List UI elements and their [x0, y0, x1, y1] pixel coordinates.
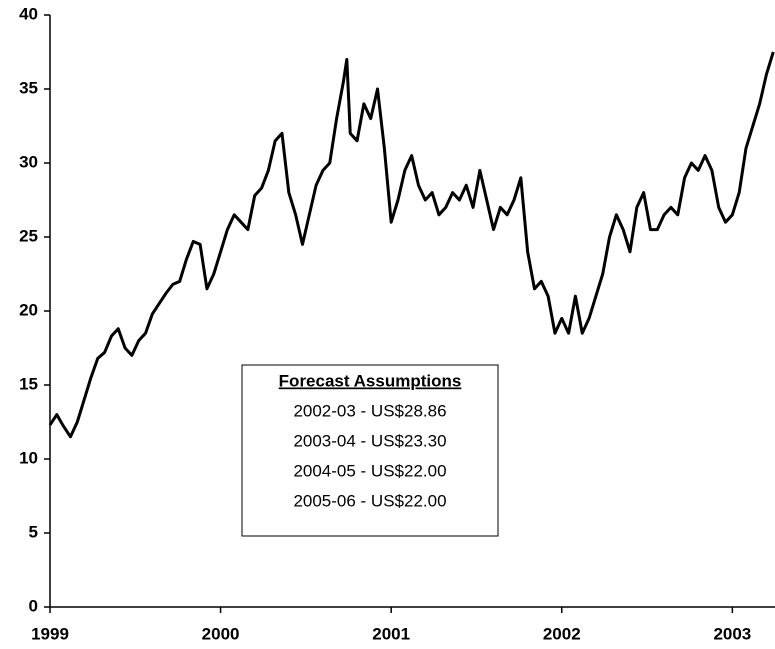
x-tick-label: 1999 — [31, 624, 69, 643]
annotation-line: 2002-03 - US$28.86 — [293, 401, 446, 420]
annotation-title: Forecast Assumptions — [279, 371, 462, 390]
annotation-line: 2003-04 - US$23.30 — [293, 431, 446, 450]
x-tick-label: 2003 — [713, 624, 751, 643]
x-tick-label: 2000 — [202, 624, 240, 643]
y-tick-label: 40 — [19, 4, 38, 23]
annotation-box — [241, 364, 499, 537]
price-line — [48, 51, 775, 439]
annotation-line: 2005-06 - US$22.00 — [293, 491, 446, 510]
y-tick-label: 20 — [19, 300, 38, 319]
x-tick-label: 2002 — [543, 624, 581, 643]
y-tick-label: 25 — [19, 226, 38, 245]
y-tick-label: 35 — [19, 78, 38, 97]
y-tick-label: 0 — [29, 596, 38, 615]
y-tick-label: 15 — [19, 374, 38, 393]
y-tick-label: 5 — [29, 522, 38, 541]
y-tick-label: 10 — [19, 448, 38, 467]
annotation-line: 2004-05 - US$22.00 — [293, 461, 446, 480]
x-tick-label: 2001 — [372, 624, 410, 643]
y-tick-label: 30 — [19, 152, 38, 171]
